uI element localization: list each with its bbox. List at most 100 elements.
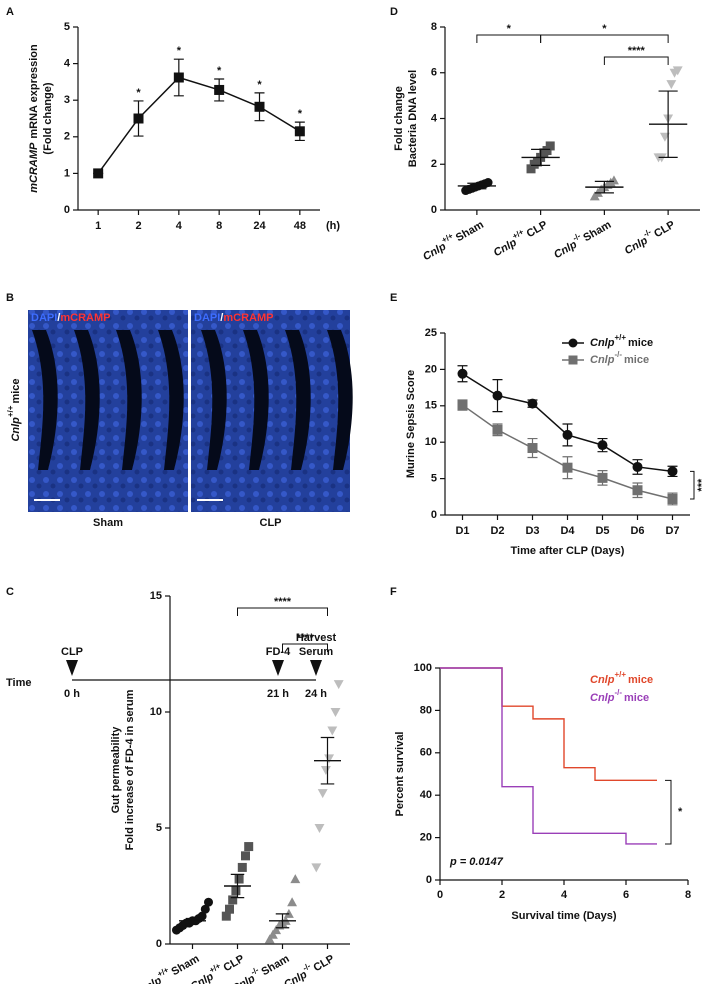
marker bbox=[457, 368, 468, 379]
significance-bracket bbox=[282, 643, 328, 652]
label-part: / bbox=[57, 312, 60, 324]
significance-label: **** bbox=[274, 596, 292, 608]
marker bbox=[200, 904, 210, 914]
y-tick-label: 4 bbox=[64, 58, 71, 70]
crypt-lumen bbox=[116, 330, 142, 470]
marker bbox=[214, 84, 225, 95]
marker bbox=[609, 175, 619, 185]
label-part: Cnlp bbox=[230, 972, 257, 984]
label-part: Fold increase of FD-4 in serum bbox=[124, 689, 136, 850]
significance-label: * bbox=[602, 23, 607, 35]
marker bbox=[545, 141, 555, 151]
label-part: mice bbox=[10, 378, 22, 403]
panel-letter: E bbox=[390, 292, 397, 304]
significance-label: **** bbox=[296, 632, 314, 644]
label-part: -/- bbox=[571, 231, 582, 243]
timeline-axis-label: Time bbox=[6, 677, 31, 689]
y-axis-label: Fold increase of FD-4 in serum bbox=[124, 689, 136, 850]
marker bbox=[317, 789, 328, 799]
marker bbox=[290, 874, 301, 884]
label-part: mCRAMP bbox=[60, 312, 110, 324]
significance-label: * bbox=[507, 23, 512, 35]
marker bbox=[457, 400, 468, 411]
marker bbox=[244, 842, 254, 852]
label-part: CLP bbox=[221, 953, 246, 974]
y-tick-label: 20 bbox=[425, 363, 437, 375]
event-time: 24 h bbox=[305, 688, 327, 700]
x-axis-label: Time after CLP (Days) bbox=[511, 545, 625, 557]
y-tick-label: 5 bbox=[64, 21, 70, 33]
marker bbox=[568, 338, 578, 348]
event-label: CLP bbox=[61, 646, 83, 658]
stain-label: DAPI/mCRAMP bbox=[194, 312, 273, 324]
crypt-lumen bbox=[201, 330, 227, 470]
significance-label: * bbox=[217, 65, 222, 77]
x-tick-label: 6 bbox=[623, 889, 629, 901]
marker bbox=[542, 146, 552, 156]
y-tick-label: 0 bbox=[431, 204, 437, 216]
panel-letter: D bbox=[390, 6, 398, 18]
series-line bbox=[97, 76, 301, 174]
column-label: CLP bbox=[260, 517, 282, 529]
marker bbox=[267, 929, 278, 939]
label-part: Gut permeability bbox=[110, 726, 122, 814]
label-part: Cnlp bbox=[590, 674, 615, 686]
x-tick-label: 24 bbox=[253, 220, 266, 232]
marker bbox=[597, 440, 608, 451]
marker bbox=[333, 680, 344, 690]
significance-label: * bbox=[257, 79, 262, 91]
x-tick-label: Cnlp-/-Sham bbox=[550, 215, 613, 261]
legend-label: Cnlp-/- mice bbox=[590, 688, 649, 704]
significance-label: * bbox=[678, 806, 683, 818]
significance-bracket bbox=[665, 779, 672, 845]
label-part: Cnlp bbox=[590, 354, 615, 366]
x-tick-label: D1 bbox=[455, 525, 469, 537]
label-part: +/+ bbox=[614, 670, 626, 679]
error-bar bbox=[320, 736, 335, 785]
y-tick-label: 60 bbox=[420, 747, 432, 759]
label-part: Sham bbox=[259, 953, 291, 978]
significance-bracket bbox=[237, 607, 328, 616]
marker bbox=[311, 863, 322, 873]
label-part: mice bbox=[628, 674, 653, 686]
crypt-lumen bbox=[327, 330, 353, 470]
marker bbox=[228, 895, 238, 905]
column-label: Sham bbox=[93, 517, 123, 529]
y-tick-label: 15 bbox=[425, 400, 437, 412]
marker bbox=[93, 168, 104, 179]
y-tick-label: 2 bbox=[64, 131, 70, 143]
y-tick-label: 8 bbox=[431, 21, 437, 33]
marker bbox=[225, 904, 234, 914]
label-part: CLP bbox=[311, 953, 336, 974]
crypt-lumen bbox=[32, 330, 58, 470]
survival-curve bbox=[440, 667, 657, 782]
x-unit: (h) bbox=[326, 220, 340, 232]
marker bbox=[597, 472, 608, 483]
significance-label: * bbox=[136, 87, 141, 99]
marker bbox=[320, 765, 331, 775]
error-bar bbox=[531, 148, 551, 166]
marker bbox=[492, 390, 503, 401]
label-part: CLP bbox=[525, 219, 550, 240]
y-tick-label: 80 bbox=[420, 704, 432, 716]
significance-bracket bbox=[476, 34, 542, 43]
x-tick-label: 1 bbox=[95, 220, 101, 232]
x-tick-label: 48 bbox=[294, 220, 306, 232]
panel-letter: A bbox=[6, 6, 14, 18]
x-tick-label: 4 bbox=[176, 220, 183, 232]
label-part: mice bbox=[624, 354, 649, 366]
label-part: DAPI bbox=[31, 312, 57, 324]
stain-label: DAPI/mCRAMP bbox=[31, 312, 110, 324]
label-part: -/- bbox=[614, 350, 622, 359]
marker bbox=[527, 398, 538, 409]
significance-label: *** bbox=[696, 478, 708, 492]
x-tick-label: Cnlp+/+Sham bbox=[419, 215, 486, 263]
marker bbox=[632, 485, 643, 496]
label-part: Fold change bbox=[393, 86, 405, 151]
marker bbox=[237, 862, 247, 872]
event-label: Harvest bbox=[296, 632, 337, 644]
marker bbox=[562, 462, 573, 473]
y-tick-label: 10 bbox=[150, 706, 162, 718]
legend-label: Cnlp+/+ mice bbox=[590, 333, 653, 349]
